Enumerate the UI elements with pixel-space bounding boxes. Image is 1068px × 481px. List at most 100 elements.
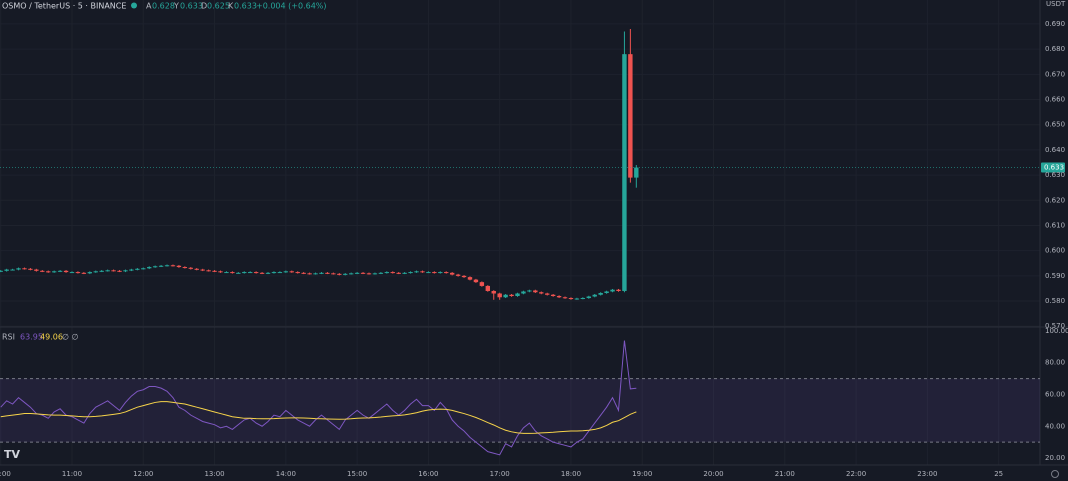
candle-body [4,269,9,271]
x-tick-label: 17:00 [490,470,510,478]
candle-body [360,272,366,274]
candle-body [420,271,425,273]
legend-label: D [201,2,207,11]
candle-body [378,272,384,274]
candle-body [449,272,455,275]
candle-body [372,273,378,275]
candle-body [348,273,354,275]
candle-body [93,271,98,273]
candle-body [57,270,63,272]
candle-body [224,272,229,274]
x-tick-label: 15:00 [347,470,367,478]
legend-value: 0.625 [207,2,230,11]
change: +0.004 (+0.64%) [256,2,327,11]
candle-body [390,272,395,274]
rsi-line [0,401,637,434]
legend-label: Y [173,2,179,11]
rsi-title: RSI [2,333,15,342]
candle-body [46,271,51,273]
candle-body [467,277,473,280]
candle-body [545,293,550,295]
logo: TV [4,448,21,461]
candle-body [331,273,336,275]
x-tick-label: 25 [994,470,1003,478]
candle-body [622,54,627,291]
y-tick-label: 0.640 [1045,146,1065,154]
candle-body [396,272,401,274]
symbol: OSMO / TetherUS · 5 · BINANCE [2,2,126,11]
x-tick-label: 12:00 [133,470,153,478]
y-tick-label: 0.650 [1045,121,1065,129]
candle-body [200,269,205,271]
candle-body [253,272,259,274]
x-tick-label: 20:00 [703,470,723,478]
candle-body [616,289,621,291]
y-tick-label: 0.570 [1045,322,1065,330]
candle-body [539,292,544,294]
candle-body [568,298,574,300]
legend-label: K [228,2,234,11]
candle-body [313,273,318,275]
y-tick-label: 0.590 [1045,272,1065,280]
candle-body [289,271,294,273]
candle-body [236,272,241,274]
candle-body [414,271,419,273]
candle-body [87,272,93,274]
legend-value: 0.633 [234,2,257,11]
candle-body [444,272,449,274]
candle-body [40,270,45,272]
candle-body [141,268,146,270]
candle-body [265,272,271,274]
ma-value: 49.06 [40,333,63,342]
candle-body [325,272,330,274]
candle-body [455,274,461,276]
x-tick-label: 21:00 [775,470,795,478]
candle-body [479,282,485,286]
candle-body [550,294,556,297]
candle-body [295,272,300,274]
candle-body [129,269,134,271]
candle-body [34,269,39,271]
legend-value: 0.628 [152,2,175,11]
y-tick-label: 0.610 [1045,221,1065,229]
candle-body [366,273,372,275]
candle-body [230,272,235,274]
candle-body [319,272,324,274]
y-tick-label: 0.620 [1045,196,1065,204]
candle-body [194,268,199,270]
candle-body [343,273,348,275]
candle-body [509,294,514,297]
candle-body [402,272,407,274]
candle-body [354,272,360,274]
candle-body [206,270,211,272]
candle-body [574,298,580,300]
candle-body [634,167,639,178]
x-tick-label: 19:00 [632,470,652,478]
y-tick-label: 0.580 [1045,297,1065,305]
candle-body [188,267,193,269]
candle-body [170,265,176,267]
x-tick-label: 22:00 [846,470,866,478]
candle-body [51,271,57,273]
candle-body [271,272,277,274]
candle-body [438,272,443,274]
candle-body [592,294,597,297]
candle-body [307,273,312,275]
y-tick-label: 100.00 [1045,327,1068,335]
candle-body [337,273,342,275]
candle-body [461,275,467,278]
legend-label: A [146,2,152,11]
candle-body [562,297,568,299]
candle-body [135,268,140,270]
candle-body [556,296,562,298]
candle-body [123,270,128,272]
candle-body [10,269,15,271]
y-tick-label: 0.680 [1045,45,1065,53]
candle-body [426,272,431,274]
candle-body [152,266,158,268]
candle-body [598,292,603,295]
grid [0,0,1040,465]
settings-icon[interactable] [1051,470,1059,478]
y-tick-label: 0.600 [1045,247,1065,255]
